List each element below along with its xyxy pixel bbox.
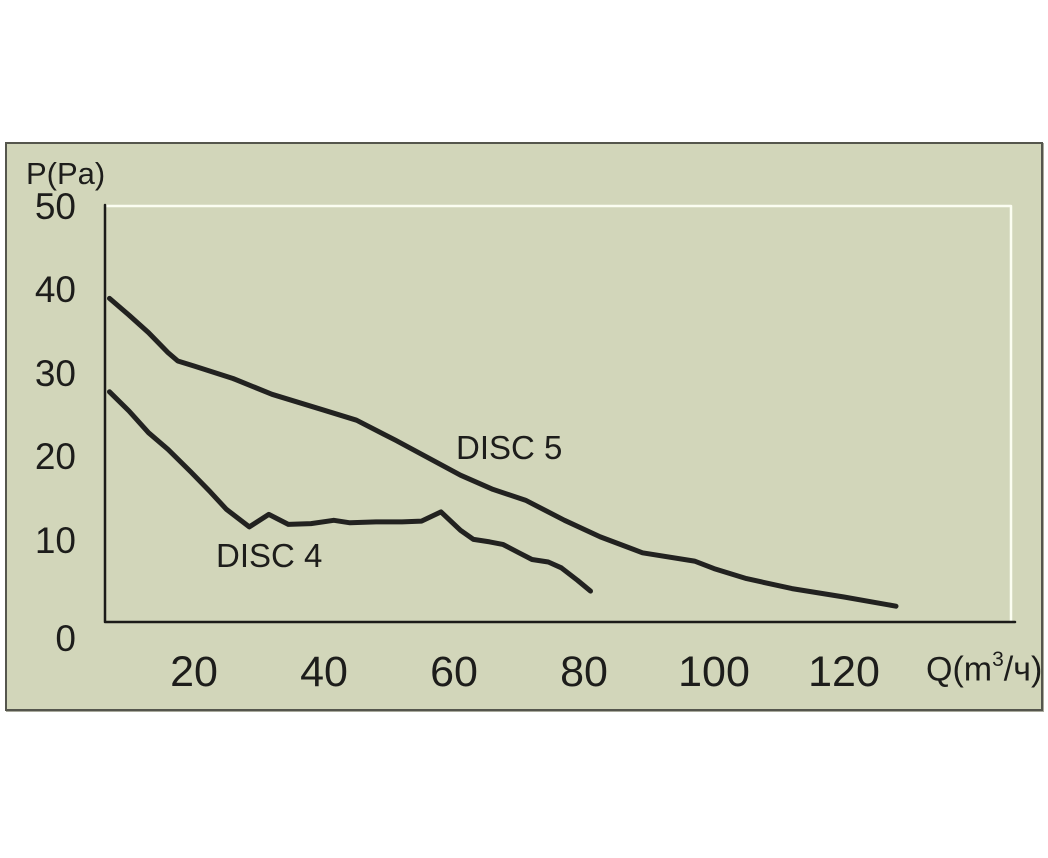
x-tick-label-120: 120 [808, 648, 880, 696]
x-axis-title-suffix: /ч) [1003, 650, 1043, 689]
x-axis-title-superscript: 3 [992, 648, 1004, 671]
y-tick-label-0: 0 [55, 618, 76, 659]
y-tick-label-20: 20 [34, 436, 76, 478]
x-tick-label-20: 20 [170, 648, 218, 696]
y-axis-title: P(Pa) [26, 156, 106, 191]
y-tick-label-30: 30 [34, 352, 76, 394]
y-tick-label-10: 10 [34, 519, 76, 561]
x-tick-label-40: 40 [300, 648, 348, 696]
x-tick-label-60: 60 [430, 648, 478, 696]
x-tick-label-100: 100 [678, 648, 750, 696]
x-axis-title-prefix: Q(m [926, 650, 993, 689]
x-tick-label-80: 80 [560, 648, 608, 696]
y-tick-label-40: 40 [34, 269, 76, 311]
y-tick-label-50: 50 [34, 186, 76, 227]
series-label-disc4: DISC 4 [216, 537, 323, 574]
chart-panel [5, 142, 1043, 711]
series-label-disc5: DISC 5 [456, 429, 563, 466]
x-axis-title: Q(m3/ч) [926, 648, 1043, 689]
